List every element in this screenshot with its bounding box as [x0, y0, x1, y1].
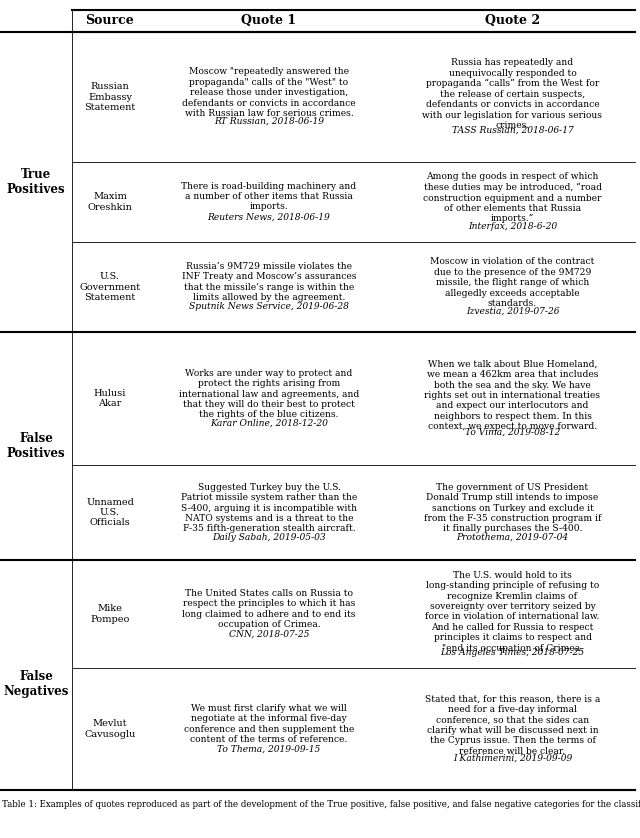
Text: Maxim
Oreshkin: Maxim Oreshkin	[88, 192, 132, 212]
Text: Reuters News, 2018-06-19: Reuters News, 2018-06-19	[207, 213, 330, 222]
Text: U.S.
Government
Statement: U.S. Government Statement	[79, 272, 141, 302]
Text: Moscow in violation of the contract
due to the presence of the 9M729
missile, th: Moscow in violation of the contract due …	[430, 257, 595, 308]
Text: Unnamed
U.S.
Officials: Unnamed U.S. Officials	[86, 498, 134, 527]
Text: True
Positives: True Positives	[6, 168, 65, 196]
Text: Table 1: Examples of quotes reproduced as part of the development of the True po: Table 1: Examples of quotes reproduced a…	[2, 800, 640, 809]
Text: To Thema, 2019-09-15: To Thema, 2019-09-15	[218, 744, 321, 753]
Text: Karar Online, 2018-12-20: Karar Online, 2018-12-20	[210, 418, 328, 427]
Text: Mike
Pompeo: Mike Pompeo	[90, 604, 130, 623]
Text: False
Positives: False Positives	[6, 432, 65, 460]
Text: Daily Sabah, 2019-05-03: Daily Sabah, 2019-05-03	[212, 532, 326, 541]
Text: The United States calls on Russia to
respect the principles to which it has
long: The United States calls on Russia to res…	[182, 589, 356, 629]
Text: Stated that, for this reason, there is a
need for a five-day informal
conference: Stated that, for this reason, there is a…	[425, 695, 600, 756]
Text: There is road-building machinery and
a number of other items that Russia
imports: There is road-building machinery and a n…	[181, 182, 356, 211]
Text: The U.S. would hold to its
long-standing principle of refusing to
recognize Krem: The U.S. would hold to its long-standing…	[426, 571, 600, 653]
Text: Suggested Turkey buy the U.S.
Patriot missile system rather than the
S-400, argu: Suggested Turkey buy the U.S. Patriot mi…	[181, 483, 357, 534]
Text: Los Angeles Times, 2018-07-25: Los Angeles Times, 2018-07-25	[440, 648, 584, 657]
Text: Sputnik News Service, 2019-06-28: Sputnik News Service, 2019-06-28	[189, 303, 349, 312]
Text: Russia has repeatedly and
unequivocally responded to
propaganda “calls” from the: Russia has repeatedly and unequivocally …	[422, 59, 602, 130]
Text: RT Russian, 2018-06-19: RT Russian, 2018-06-19	[214, 117, 324, 126]
Text: Moscow "repeatedly answered the
propaganda" calls of the "West" to
release those: Moscow "repeatedly answered the propagan…	[182, 67, 356, 118]
Text: I Kathimerini, 2019-09-09: I Kathimerini, 2019-09-09	[453, 753, 572, 763]
Text: Hulusi
Akar: Hulusi Akar	[94, 389, 126, 408]
Text: Source: Source	[86, 14, 134, 28]
Text: CNN, 2018-07-25: CNN, 2018-07-25	[229, 629, 309, 639]
Text: Russia’s 9M729 missile violates the
INF Treaty and Moscow’s assurances
that the : Russia’s 9M729 missile violates the INF …	[182, 262, 356, 303]
Text: TASS Russian, 2018-06-17: TASS Russian, 2018-06-17	[452, 127, 573, 135]
Text: Protothema, 2019-07-04: Protothema, 2019-07-04	[456, 532, 568, 541]
Text: Mevlut
Cavusoglu: Mevlut Cavusoglu	[84, 719, 136, 739]
Text: False
Negatives: False Negatives	[3, 670, 68, 698]
Text: Interfax, 2018-6-20: Interfax, 2018-6-20	[468, 222, 557, 231]
Text: We must first clarify what we will
negotiate at the informal five-day
conference: We must first clarify what we will negot…	[184, 704, 354, 744]
Text: Quote 2: Quote 2	[485, 14, 540, 28]
Text: The government of US President
Donald Trump still intends to impose
sanctions on: The government of US President Donald Tr…	[424, 483, 601, 534]
Text: Quote 1: Quote 1	[241, 14, 296, 28]
Text: Works are under way to protect and
protect the rights arising from
international: Works are under way to protect and prote…	[179, 369, 359, 420]
Text: To Vima, 2019-08-12: To Vima, 2019-08-12	[465, 427, 560, 437]
Text: Izvestia, 2019-07-26: Izvestia, 2019-07-26	[466, 307, 559, 316]
Text: Russian
Embassy
Statement: Russian Embassy Statement	[84, 82, 136, 112]
Text: Among the goods in respect of which
these duties may be introduced, “road
constr: Among the goods in respect of which thes…	[423, 173, 602, 224]
Text: When we talk about Blue Homeland,
we mean a 462km area that includes
both the se: When we talk about Blue Homeland, we mea…	[424, 360, 600, 432]
